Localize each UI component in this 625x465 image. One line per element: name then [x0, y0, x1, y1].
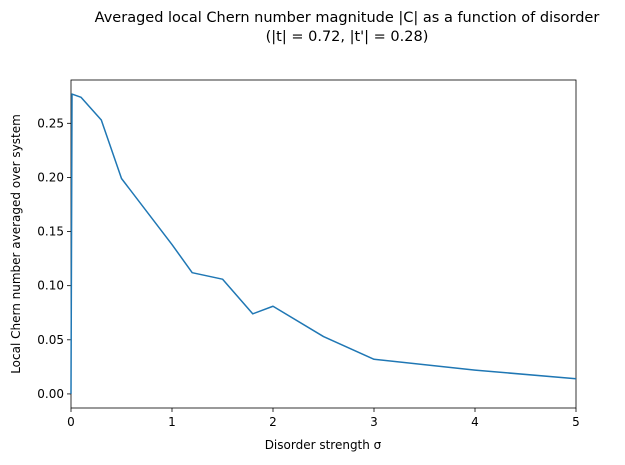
x-tick-label: 2 — [269, 415, 277, 429]
x-tick-label: 4 — [471, 415, 479, 429]
y-tick-label: 0.05 — [37, 333, 64, 347]
x-axis: 0 1 2 3 4 5 — [67, 408, 580, 429]
plot-frame — [70, 79, 577, 409]
x-tick-label: 3 — [370, 415, 378, 429]
chart-title: Averaged local Chern number magnitude |C… — [95, 10, 600, 26]
y-tick-label: 0.00 — [37, 387, 64, 401]
x-tick-label: 0 — [67, 415, 75, 429]
x-tick-label: 1 — [168, 415, 176, 429]
y-axis-label: Local Chern number averaged over system — [9, 114, 23, 374]
chart-subtitle: (|t| = 0.72, |t'| = 0.28) — [266, 29, 429, 45]
x-axis-label: Disorder strength σ — [265, 438, 382, 452]
y-axis: 0.00 0.05 0.10 0.15 0.20 0.25 — [37, 116, 71, 401]
y-tick-label: 0.25 — [37, 116, 64, 130]
x-tick-label: 5 — [572, 415, 580, 429]
y-tick-label: 0.20 — [37, 170, 64, 184]
y-tick-label: 0.10 — [37, 279, 64, 293]
y-tick-label: 0.15 — [37, 225, 64, 239]
series-line — [70, 93, 577, 394]
